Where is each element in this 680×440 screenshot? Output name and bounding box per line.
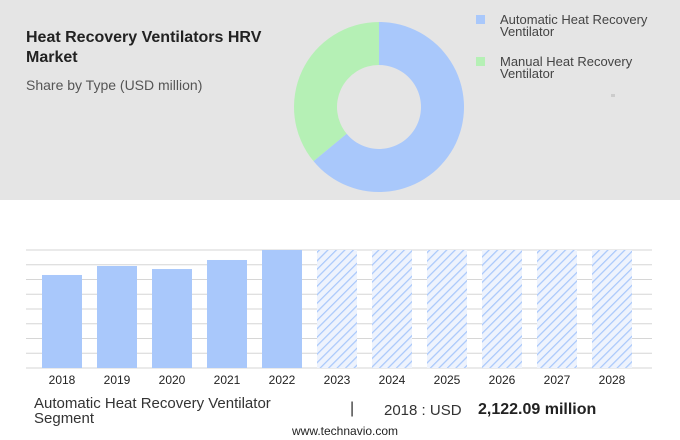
x-tick-label: 2027 (543, 373, 571, 387)
x-tick-label: 2018 (48, 373, 76, 387)
x-tick-label: 2024 (378, 373, 406, 387)
year-label: 2018 : USD (384, 402, 462, 419)
dot (611, 94, 615, 97)
x-tick-label: 2019 (103, 373, 131, 387)
bar (97, 265, 137, 368)
legend-label: Manual Heat Recovery Ventilator (500, 54, 633, 81)
headline-value: 2,122.09 million (478, 401, 597, 418)
bar (42, 274, 82, 368)
segment-label: Automatic Heat Recovery Ventilator Segme… (34, 395, 271, 427)
legend-swatch (476, 57, 485, 66)
source: www.technavio.com (292, 424, 399, 438)
donut-slice (294, 22, 379, 162)
legend-label: Automatic Heat Recovery Ventilator (500, 12, 648, 39)
forecast-placeholder (317, 250, 357, 368)
title: Heat Recovery Ventilators HRV Market (26, 29, 262, 66)
x-tick-label: 2028 (598, 373, 626, 387)
forecast-placeholder (592, 250, 632, 368)
x-tick-label: 2025 (433, 373, 461, 387)
bar (207, 259, 247, 368)
bar (152, 269, 192, 368)
forecast-placeholder (427, 250, 467, 368)
separator: | (350, 400, 355, 417)
x-tick-label: 2022 (268, 373, 296, 387)
forecast-placeholder (372, 250, 412, 368)
x-tick-label: 2020 (158, 373, 186, 387)
legend-swatch (476, 15, 485, 24)
subtitle: Share by Type (USD million) (26, 77, 203, 93)
x-tick-label: 2021 (213, 373, 241, 387)
forecast-placeholder (482, 250, 522, 368)
x-tick-label: 2026 (488, 373, 516, 387)
forecast-placeholder (537, 250, 577, 368)
x-tick-label: 2023 (323, 373, 351, 387)
donut-slice (313, 22, 464, 193)
bar (262, 250, 302, 368)
